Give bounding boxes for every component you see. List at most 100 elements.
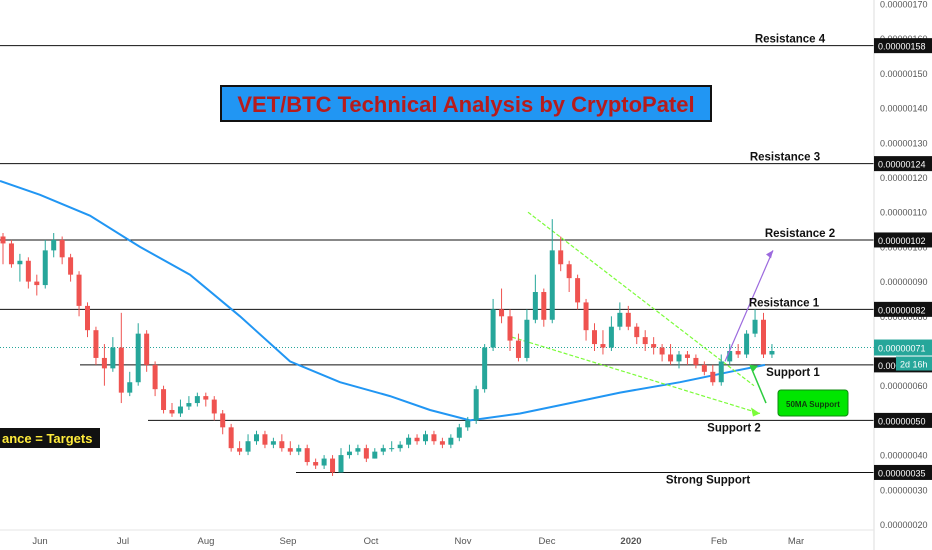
month-tick: Oct [364,536,379,547]
price-tick: 0.00000030 [880,485,928,495]
candle-body [625,312,631,327]
month-tick: Dec [539,536,556,547]
level-label: Strong Support [666,474,750,486]
candle-body [304,448,310,463]
candle-body [355,448,361,452]
candle-body [186,403,192,407]
candle-body [372,451,378,459]
candle-body [718,361,724,383]
candle-body [118,347,124,393]
candle-body [676,354,682,362]
candle-body [558,250,564,265]
month-tick: Jun [32,536,47,547]
candle-body [448,437,454,445]
candle-body [541,292,547,320]
price-tick: 0.00000170 [880,0,928,10]
candle-body [634,326,640,338]
candle-body [566,264,572,279]
price-badges: 0.00000158 0.00000124 0.00000102 0.00000082… [874,38,932,480]
candle-body [490,309,496,348]
month-tick: Sep [280,536,297,547]
candle-body [287,448,293,452]
level-price-badge [874,464,932,480]
level-price-badge [874,232,932,248]
candle-body [8,243,14,265]
projection-arrows [724,250,774,404]
month-tick: Nov [455,536,472,547]
month-tick: 2020 [620,536,641,547]
candle-body [321,458,327,466]
trendline-arrowhead [751,407,760,417]
candle-body [93,330,99,358]
candle-body [532,292,538,320]
level-label: Resistance 1 [749,297,820,309]
candle-body [465,420,471,428]
candle-body [515,340,521,358]
ma-support-arrowhead [750,364,758,372]
candle-body [169,409,175,414]
month-tick: Mar [788,536,804,547]
level-lines [0,45,874,473]
candle-body [651,344,657,348]
ma-support-arrow [749,364,767,404]
trendlines [511,211,761,417]
candle-body [575,278,581,303]
level-label: Resistance 4 [755,34,826,46]
candle-body [761,319,766,355]
level-price-badge [874,412,932,428]
ma-callout-box [777,389,849,417]
countdown-badge [896,356,932,371]
candle-body [101,357,107,369]
candle-body [245,441,251,452]
candle-body [270,441,276,445]
trendline [511,336,761,415]
candle-body [592,330,597,345]
price-tick: 0.00000040 [880,451,928,461]
candle-body [482,347,488,390]
level-label: Resistance 2 [765,228,835,240]
price-tick: 0.00000120 [880,173,928,183]
candle-body [59,239,65,258]
price-tick: 0.00000130 [880,138,928,148]
candles [0,219,775,476]
candle-body [211,399,217,414]
time-axis[interactable]: Jun Jul Aug Sep Oct Nov Dec 2020 Feb Mar [32,536,804,547]
candle-body [313,462,319,466]
level-label: Support 2 [707,422,761,434]
price-tick: 0.00000110 [880,208,927,218]
price-tick: 0.00000090 [880,277,928,287]
candle-body [431,434,437,442]
level-price-badge [874,301,932,317]
candle-body [144,333,150,365]
price-tick: 0.00000020 [880,520,928,530]
candle-body [600,344,606,348]
ma50-line [0,180,766,422]
price-tick: 0.00000060 [880,381,928,391]
resistance-arrowhead [766,250,773,259]
candle-body [296,448,302,452]
candle-body [423,434,428,442]
candle-body [406,437,412,445]
current-price-badge [874,339,932,356]
candle-body [34,281,40,286]
month-tick: Feb [711,536,727,547]
level-price-badge [874,38,932,54]
countdown-label: 2d 16h [900,360,928,370]
level-price-label: 0.00000102 [878,236,926,246]
price-axis[interactable]: 0.00000020 0.00000030 0.00000040 0.00000050… [880,0,928,530]
candle-body [220,413,226,428]
candle-body [152,364,158,390]
month-tick: Jul [117,536,129,547]
candle-body [659,347,665,355]
legend-text: ance = Targets [2,431,92,446]
candle-body [524,319,530,358]
candle-body [727,351,733,362]
candle-body [752,319,758,334]
candle-body [769,351,775,355]
level-label: Support 1 [766,367,820,379]
candle-body [237,448,243,452]
candle-body [363,448,369,459]
candle-body [17,260,23,265]
